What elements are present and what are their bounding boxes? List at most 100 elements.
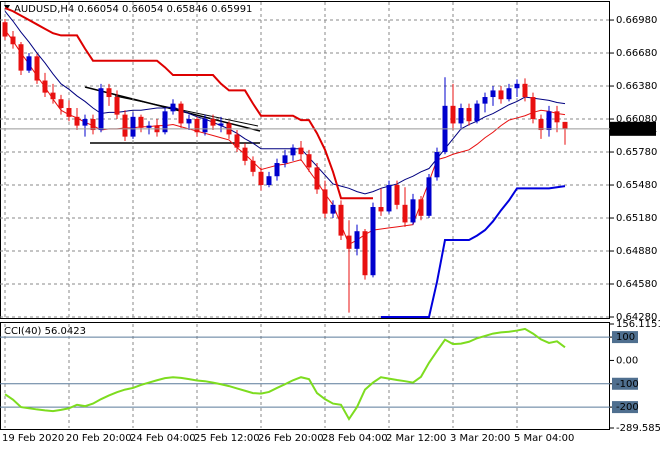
- candle-body: [202, 119, 208, 133]
- candle-body: [434, 152, 440, 178]
- candle-body: [466, 108, 472, 122]
- candle-body: [234, 134, 240, 148]
- x-tick-label: 24 Feb 04:00: [130, 433, 196, 444]
- candle-body: [274, 163, 280, 177]
- candle-body: [522, 83, 528, 98]
- y-tick-label: 0.64580: [616, 279, 657, 290]
- candle-body: [426, 177, 432, 216]
- candle-body: [458, 108, 464, 124]
- y-tick-label: 0.64880: [616, 246, 657, 257]
- cci-line: [4, 327, 566, 421]
- candle-body: [410, 199, 416, 223]
- x-tick-label: 20 Feb 20:00: [66, 433, 132, 444]
- candle-body: [162, 111, 168, 133]
- candle-body: [290, 147, 296, 156]
- stop-line: [381, 185, 566, 319]
- y-tick-label: -289.5853: [616, 423, 660, 434]
- candle-body: [490, 90, 496, 98]
- candle-body: [402, 204, 408, 223]
- y-tick-label: 156.1151: [616, 319, 660, 330]
- x-tick-label: 5 Mar 04:00: [514, 433, 574, 444]
- candle-body: [546, 111, 552, 131]
- candle-body: [386, 185, 392, 212]
- y-tick-label: 0.64280: [616, 312, 657, 323]
- candle-body: [146, 125, 152, 128]
- ind-line: [4, 10, 566, 195]
- y-tick-label: 0.66980: [616, 15, 657, 26]
- cci-panel-frame: [0, 322, 610, 430]
- y-tick-label: -100: [616, 379, 639, 390]
- candle-body: [362, 231, 368, 276]
- x-tick-label: 3 Mar 20:00: [450, 433, 510, 444]
- x-tick-label: 26 Feb 20:00: [258, 433, 324, 444]
- level-label-box: [612, 331, 638, 344]
- candle-body: [314, 167, 320, 190]
- candle-body: [482, 97, 488, 104]
- candle-body: [34, 56, 40, 81]
- y-tick-label: 0.00: [616, 355, 638, 366]
- candle-body: [306, 154, 312, 168]
- candle-body: [178, 103, 184, 124]
- candle-body: [322, 189, 328, 214]
- candle-body: [258, 171, 264, 186]
- x-tick-label: 2 Mar 12:00: [386, 433, 446, 444]
- candle-body: [18, 44, 24, 71]
- x-tick-label: 28 Feb 04:00: [322, 433, 388, 444]
- candle-body: [58, 99, 64, 109]
- candle-body: [346, 235, 352, 249]
- y-tick-label: 100: [616, 332, 635, 343]
- candle-body: [194, 119, 200, 133]
- candle-body: [354, 231, 360, 249]
- candle-body: [282, 155, 288, 164]
- candle-body: [394, 185, 400, 205]
- candle-body: [98, 88, 104, 131]
- level-label-box: [612, 377, 638, 390]
- candle-body: [370, 207, 376, 276]
- current-price-label: 0.65991: [616, 124, 657, 135]
- candle-body: [562, 121, 568, 129]
- y-tick-label: 0.65480: [616, 180, 657, 191]
- y-tick-label: 0.66380: [616, 81, 657, 92]
- candle-body: [74, 116, 80, 126]
- candle-body: [474, 103, 480, 122]
- trend-line: [114, 95, 259, 127]
- candle-body: [266, 176, 272, 186]
- candle-body: [26, 56, 32, 71]
- candle-body: [130, 116, 136, 137]
- candle-body: [66, 108, 72, 117]
- candle-body: [218, 123, 224, 126]
- stop-line: [4, 7, 373, 200]
- candle-body: [538, 119, 544, 131]
- candle-body: [138, 116, 144, 128]
- candle-body: [170, 103, 176, 112]
- candle-body: [42, 80, 48, 93]
- candle-body: [330, 204, 336, 214]
- y-tick-label: 0.65180: [616, 213, 657, 224]
- candle-body: [250, 160, 256, 172]
- candle-body: [514, 83, 520, 89]
- candle-body: [378, 207, 384, 212]
- level-label-box: [612, 401, 638, 414]
- candle-body: [530, 97, 536, 120]
- candle-body: [2, 22, 8, 37]
- candle-body: [50, 92, 56, 100]
- y-tick-label: 0.65780: [616, 147, 657, 158]
- candle-body: [298, 147, 304, 155]
- candle-body: [186, 119, 192, 124]
- candle-body: [554, 111, 560, 123]
- candle-body: [450, 105, 456, 124]
- y-tick-label: 0.66680: [616, 48, 657, 59]
- candle-body: [338, 204, 344, 236]
- price-panel-frame: [0, 1, 610, 319]
- x-tick-label: 25 Feb 12:00: [194, 433, 260, 444]
- symbol-icon: [4, 5, 10, 10]
- candle-body: [498, 90, 504, 100]
- candle-body: [418, 199, 424, 216]
- y-tick-label: 0.66080: [616, 114, 657, 125]
- candle-body: [106, 88, 112, 98]
- candle-body: [114, 97, 120, 115]
- candle-body: [122, 114, 128, 137]
- candle-body: [90, 119, 96, 131]
